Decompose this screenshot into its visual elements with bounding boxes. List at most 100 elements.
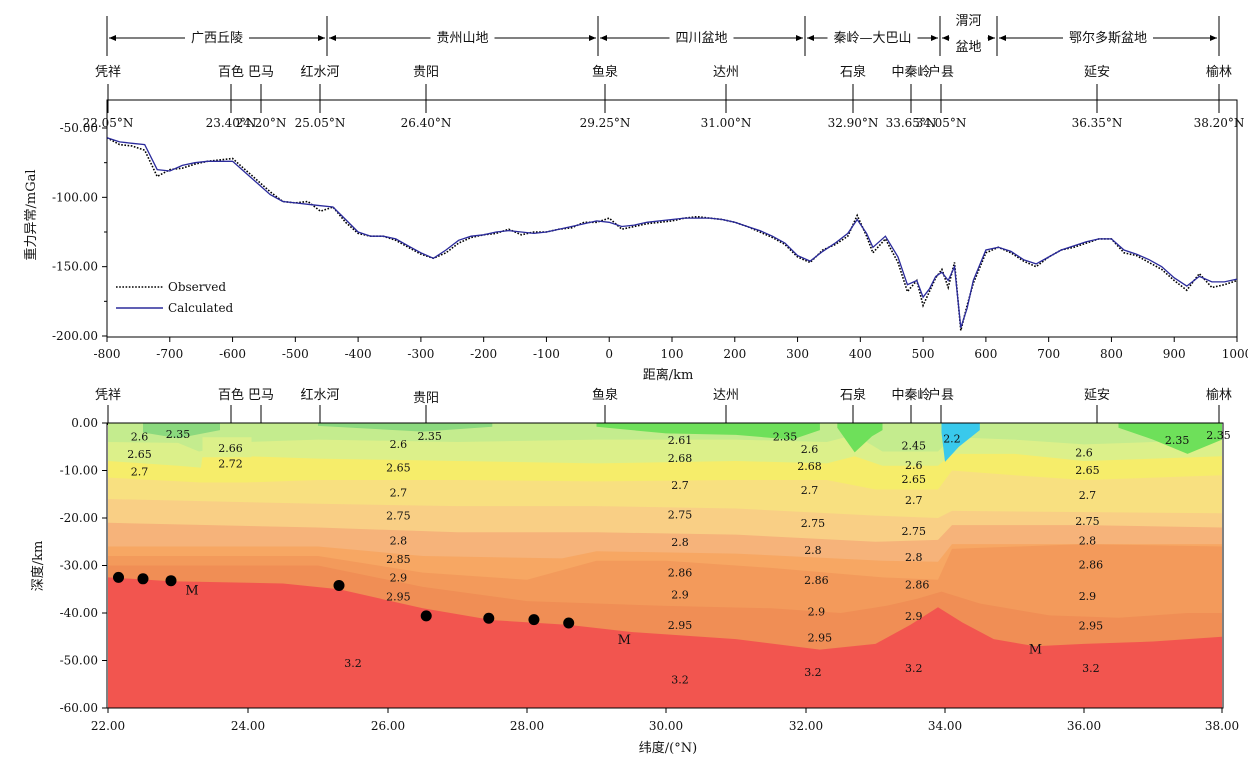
gravity-x-axis-label: 距离/km [643, 367, 694, 383]
x-tick-label: 34.00 [928, 719, 962, 733]
region-label: 广西丘陵 [191, 31, 243, 46]
layer-2.35 [1118, 423, 1222, 454]
legend-calculated-label: Calculated [168, 301, 234, 315]
place-label: 中秦岭 [891, 65, 930, 80]
density-value-label: 2.95 [808, 632, 833, 645]
region-label: 四川盆地 [675, 31, 727, 46]
x-tick-label: 22.00 [91, 719, 125, 733]
density-value-label: 2.7 [1079, 489, 1097, 502]
latitude-label: 31.00°N [701, 116, 752, 130]
section-place-label: 榆林 [1206, 388, 1232, 403]
moho-control-point [563, 617, 575, 629]
y-tick-label: -200.00 [52, 329, 98, 343]
density-value-label: 2.9 [671, 588, 689, 601]
density-value-label: 2.8 [671, 536, 689, 549]
place-label: 鱼泉 [592, 64, 618, 80]
x-tick-label: -600 [219, 347, 246, 361]
section-place-label: 百色 [218, 387, 244, 403]
density-value-label: 2.85 [386, 553, 411, 566]
calculated-gravity-line [106, 137, 1238, 328]
layer-2.35 [596, 423, 820, 440]
density-value-label: 2.35 [166, 428, 191, 441]
density-value-label: 2.65 [127, 448, 152, 461]
region-label: 鄂尔多斯盆地 [1069, 30, 1147, 46]
density-value-label: 2.2 [943, 433, 961, 446]
place-label: 延安 [1084, 65, 1110, 80]
latitude-label: 33.65°N [886, 116, 937, 130]
place-label: 红水河 [300, 64, 339, 80]
region-label-line2: 盆地 [955, 40, 981, 55]
density-layers [108, 423, 1222, 708]
density-value-label: 2.86 [668, 567, 693, 580]
section-place-label: 中秦岭 [891, 388, 930, 403]
y-tick-label: -30.00 [60, 559, 98, 573]
density-value-label: 2.6 [801, 443, 819, 456]
latitude-label: 26.40°N [401, 116, 452, 130]
x-tick-label: 32.00 [789, 719, 823, 733]
x-tick-label: 24.00 [231, 719, 265, 733]
section-place-label: 石泉 [840, 387, 866, 403]
moho-control-point [420, 610, 432, 622]
density-value-label: 2.68 [797, 460, 822, 473]
latitude-label: 32.90°N [828, 116, 879, 130]
density-value-label: 2.6 [390, 438, 408, 451]
x-tick-label: 38.00 [1205, 719, 1239, 733]
section-place-label: 鱼泉 [592, 387, 618, 403]
y-tick-label: -100.00 [52, 190, 98, 204]
section-place-label: 延安 [1084, 388, 1110, 403]
place-label: 户县 [928, 64, 954, 80]
layer-2.35 [143, 423, 220, 439]
density-value-label: 3.2 [1082, 662, 1100, 675]
region-label: 秦岭—大巴山 [833, 31, 911, 46]
section-place-label: 红水河 [300, 387, 339, 403]
place-label: 达州 [713, 65, 739, 80]
y-tick-label: -40.00 [60, 606, 98, 620]
density-value-label: 2.8 [905, 551, 923, 564]
moho-label: M [618, 633, 631, 648]
density-value-label: 2.35 [1165, 434, 1190, 447]
y-tick-label: -150.00 [52, 260, 98, 274]
density-value-label: 2.9 [905, 610, 923, 623]
moho-label: M [185, 583, 198, 598]
density-value-label: 2.35 [1206, 429, 1231, 442]
latitude-label: 34.05°N [916, 116, 967, 130]
x-tick-label: -500 [282, 347, 309, 361]
density-value-label: 3.2 [905, 662, 923, 675]
density-value-label: 2.86 [905, 579, 930, 592]
density-value-label: 2.7 [390, 486, 408, 499]
density-value-label: 2.7 [801, 484, 819, 497]
section-place-label: 达州 [713, 388, 739, 403]
density-value-label: 2.86 [1079, 559, 1104, 572]
density-value-label: 2.86 [804, 574, 829, 587]
density-value-label: 2.75 [386, 510, 411, 523]
x-tick-label: 600 [974, 347, 997, 361]
x-tick-label: -700 [156, 347, 183, 361]
place-label: 石泉 [840, 64, 866, 80]
gravity-anomaly-panel: 22.05°N 23.40°N24.20°N 25.05°N 26.40°N 29.25… [23, 84, 1248, 383]
x-tick-label: 200 [723, 347, 746, 361]
moho-control-point [528, 614, 540, 626]
legend-observed-label: Observed [168, 280, 226, 294]
density-value-label: 3.2 [344, 657, 362, 670]
observed-gravity-line [106, 136, 1238, 331]
density-value-label: 2.95 [386, 590, 411, 603]
place-label: 百色 [218, 64, 244, 80]
x-tick-label: 900 [1163, 347, 1186, 361]
moho-control-point [137, 573, 149, 585]
y-tick-label: -10.00 [60, 464, 98, 478]
density-value-label: 2.9 [1079, 590, 1097, 603]
x-tick-label: -800 [94, 347, 121, 361]
place-label: 贵阳 [413, 65, 439, 80]
density-value-label: 2.65 [901, 473, 926, 486]
section-place-label: 户县 [928, 387, 954, 403]
layer-2.35 [318, 423, 493, 432]
density-value-label: 2.6 [131, 430, 149, 443]
moho-control-point [333, 579, 345, 591]
density-value-label: 2.8 [390, 534, 408, 547]
density-value-label: 2.6 [905, 459, 923, 472]
x-tick-label: -300 [407, 347, 434, 361]
latitude-label: 36.35°N [1072, 116, 1123, 130]
x-tick-label: 400 [849, 347, 872, 361]
